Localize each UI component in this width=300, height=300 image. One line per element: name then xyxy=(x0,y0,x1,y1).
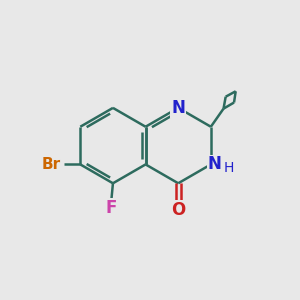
Text: H: H xyxy=(224,161,234,175)
Text: O: O xyxy=(171,201,185,219)
Text: F: F xyxy=(106,199,117,217)
Text: N: N xyxy=(208,155,221,173)
Text: Br: Br xyxy=(41,157,60,172)
Text: N: N xyxy=(171,99,185,117)
